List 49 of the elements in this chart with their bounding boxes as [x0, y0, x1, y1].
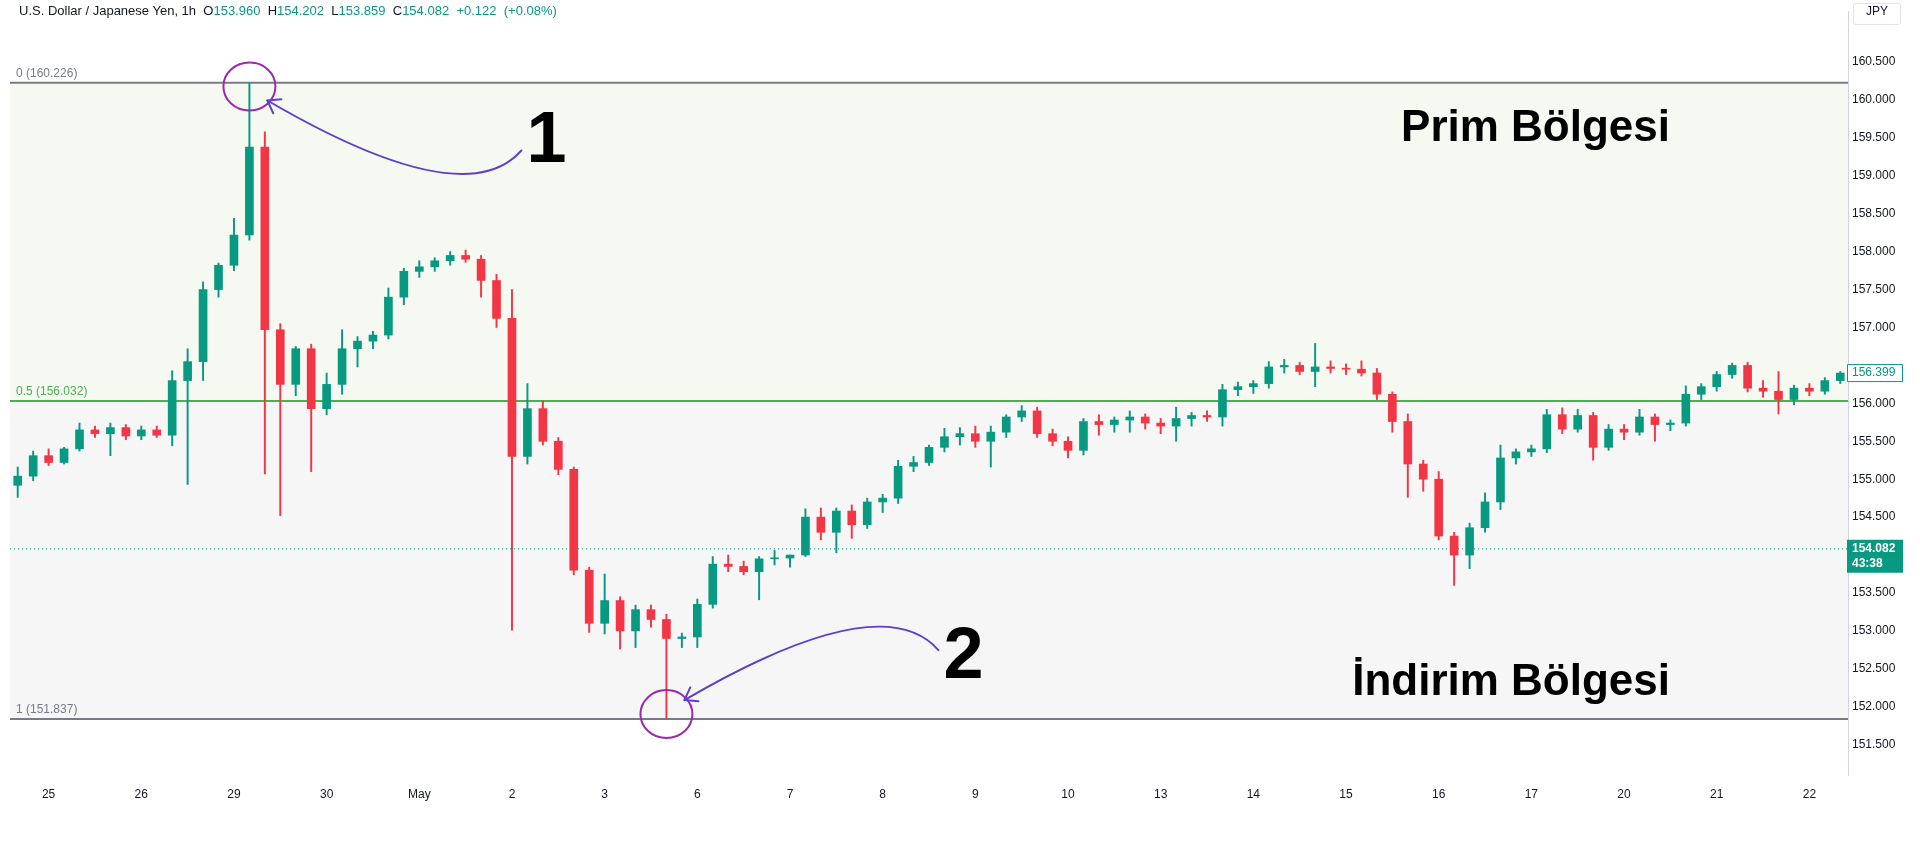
y-tick-label: 160.500 [1852, 54, 1896, 69]
x-tick-label: 16 [1432, 786, 1446, 801]
ref-line-label: 0 (160.226) [16, 66, 78, 81]
x-tick-label: 20 [1617, 786, 1632, 801]
y-tick-label: 156.000 [1852, 395, 1896, 410]
text: O153.960 H154.202 L153.859 C154.082 +0.122 (+0.08%) [203, 3, 557, 18]
x-tick-label: 26 [134, 786, 149, 801]
x-tick-label: 21 [1710, 786, 1724, 801]
y-tick-label: 160.000 [1852, 92, 1896, 107]
x-tick-label: 13 [1154, 786, 1168, 801]
y-tick-label: 158.000 [1852, 243, 1896, 258]
x-tick-label: 15 [1339, 786, 1354, 801]
y-tick-label: 155.500 [1852, 433, 1896, 448]
chart-title: U.S. Dollar / Japanese Yen, 1h [19, 3, 197, 18]
x-tick-label: 14 [1246, 786, 1261, 801]
y-tick-label: 151.500 [1852, 736, 1896, 751]
y-axis-title: JPY [1853, 3, 1901, 25]
ref-line-label: 0.5 (156.032) [16, 384, 88, 399]
x-tick-label: 30 [319, 786, 334, 801]
x-tick-label: 10 [1061, 786, 1075, 801]
y-tick-label: 159.500 [1852, 130, 1896, 145]
y-tick-label: 157.500 [1852, 281, 1896, 296]
x-tick-label: 17 [1524, 786, 1539, 801]
x-tick-label: 2 [508, 786, 516, 801]
y-tick-label: 155.000 [1852, 471, 1896, 486]
y-tick-label: 154.500 [1852, 509, 1896, 524]
x-tick-label: 25 [41, 786, 56, 801]
y-tick-label: 153.500 [1852, 585, 1896, 600]
band-label: İndirim Bölgesi [1352, 655, 1670, 705]
ref-line-label: 154.082 43:38 [1852, 541, 1896, 571]
x-tick-label: 3 [601, 786, 609, 801]
y-tick-label: 159.000 [1852, 168, 1896, 183]
y-tick-label: 158.500 [1852, 206, 1896, 221]
band-label: Prim Bölgesi [1401, 100, 1670, 150]
x-tick-label: 8 [879, 786, 887, 801]
x-tick-label: 9 [971, 786, 979, 801]
annotation: 1 [526, 97, 567, 178]
y-tick-label: 152.500 [1852, 661, 1896, 676]
x-tick-label: May [407, 786, 431, 801]
ref-line-label: 1 (151.837) [16, 702, 78, 717]
annotation: 2 [943, 612, 984, 693]
x-tick-label: 29 [227, 786, 241, 801]
x-tick-label: 22 [1802, 786, 1817, 801]
x-tick-label: 6 [693, 786, 701, 801]
text: 156.399 [1852, 365, 1896, 380]
x-tick-label: 7 [786, 786, 794, 801]
y-tick-label: 157.000 [1852, 319, 1896, 334]
y-tick-label: 153.000 [1852, 623, 1896, 638]
y-tick-label: 152.000 [1852, 699, 1896, 714]
